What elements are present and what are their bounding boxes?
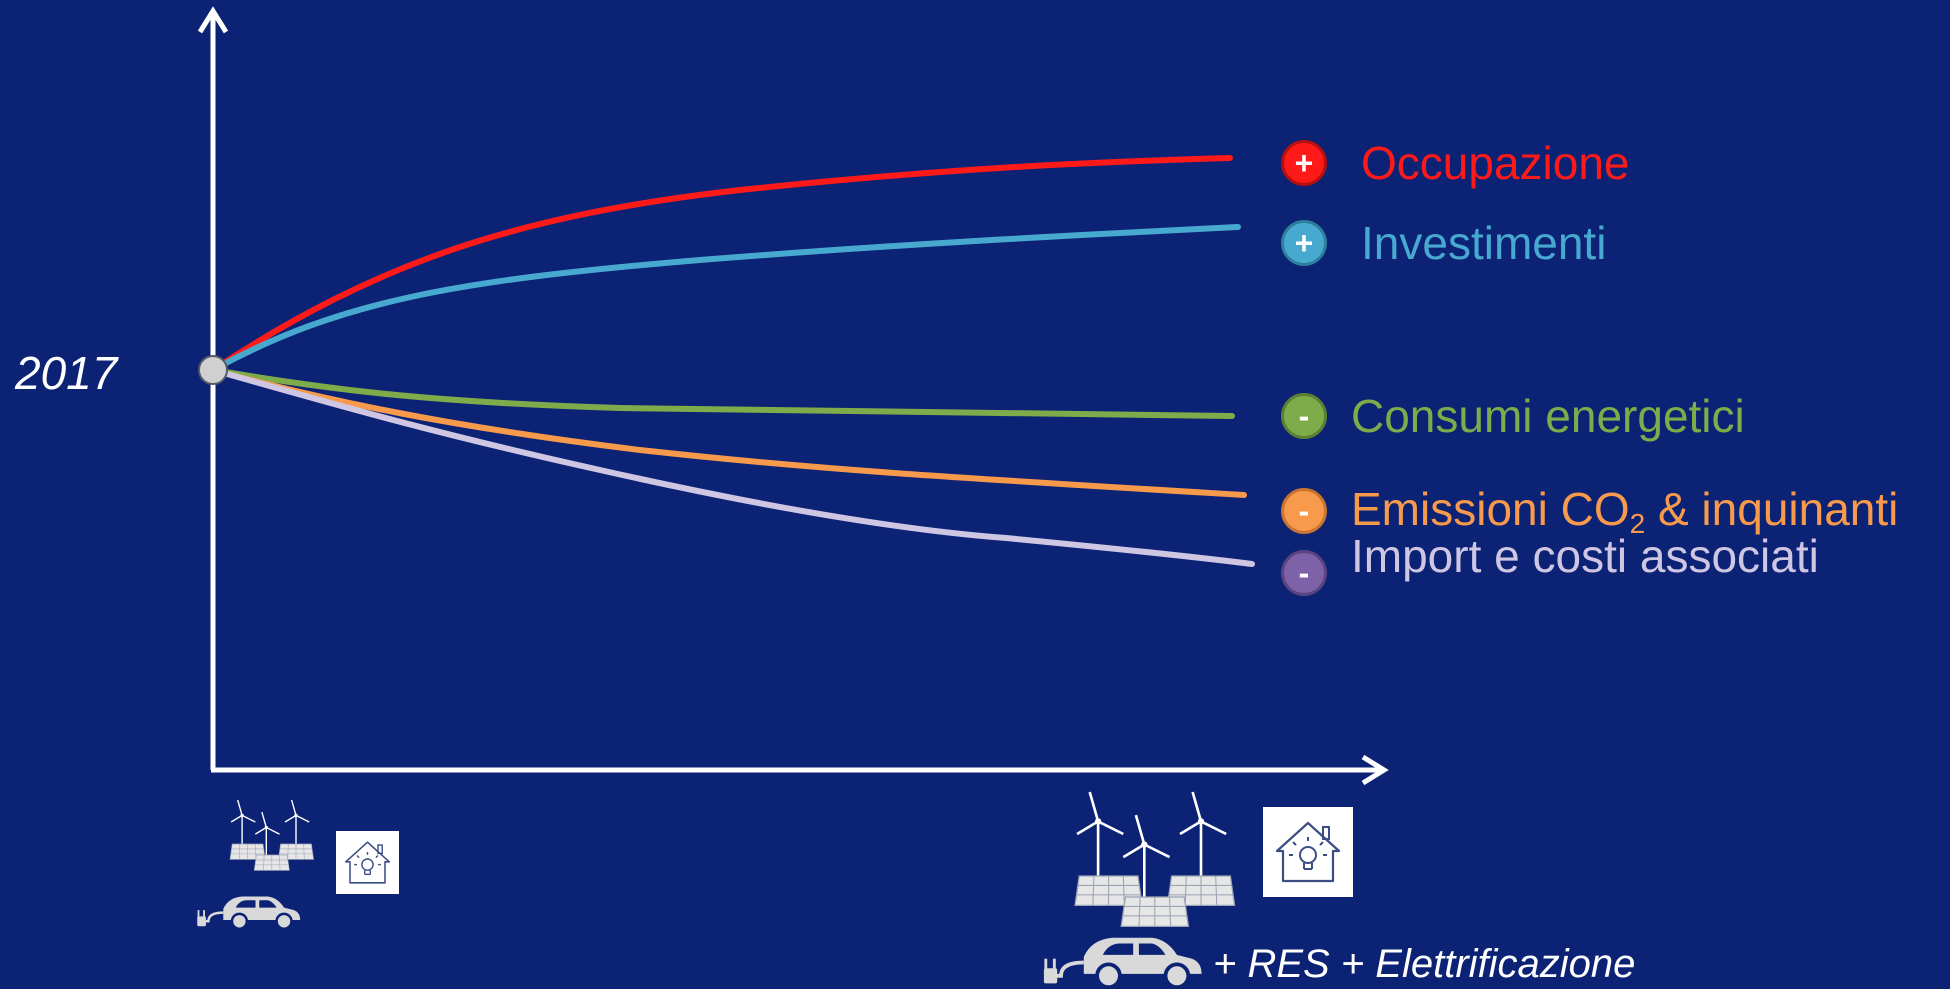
legend-investimenti: + Investimenti bbox=[1281, 216, 1606, 270]
year-label: 2017 bbox=[15, 347, 118, 399]
legend-occupazione: + Occupazione bbox=[1281, 136, 1630, 190]
curve-import bbox=[210, 367, 1255, 567]
curve-emissioni bbox=[210, 367, 1247, 498]
legend-label-consumi: Consumi energetici bbox=[1351, 390, 1745, 442]
minus-badge-icon: - bbox=[1281, 488, 1327, 534]
legend-label-emissioni-sub: 2 bbox=[1629, 508, 1646, 539]
curve-occupazione bbox=[210, 155, 1233, 373]
legend-label-occupazione: Occupazione bbox=[1361, 137, 1630, 189]
legend-emissioni: - Emissioni CO2 & inquinanti bbox=[1281, 482, 1898, 540]
origin-point bbox=[198, 355, 228, 385]
y-axis-arrowhead bbox=[197, 6, 229, 34]
legend-label-emissioni-pre: Emissioni CO bbox=[1351, 483, 1630, 535]
house-lightbulb-icon bbox=[335, 830, 400, 895]
legend-label-investimenti: Investimenti bbox=[1361, 217, 1607, 269]
minus-badge-icon: - bbox=[1281, 393, 1327, 439]
legend-consumi: - Consumi energetici bbox=[1281, 389, 1745, 443]
wind-solar-icon bbox=[230, 800, 314, 870]
legend-label-import: Import e costi associati bbox=[1351, 530, 1819, 582]
curve-investimenti bbox=[210, 224, 1241, 373]
electric-car-icon bbox=[196, 895, 302, 930]
legend-label-emissioni-post: & inquinanti bbox=[1645, 483, 1899, 535]
minus-badge-icon: - bbox=[1281, 550, 1327, 596]
plus-badge-icon: + bbox=[1281, 140, 1327, 186]
plus-badge-icon: + bbox=[1281, 220, 1327, 266]
legend-import: - Import e costi associati bbox=[1281, 530, 1819, 596]
electric-car-icon-large bbox=[1042, 935, 1204, 989]
curve-consumi bbox=[210, 367, 1235, 419]
x-axis-arrowhead bbox=[1361, 754, 1389, 786]
footer-label: + RES + Elettrificazione bbox=[1213, 942, 1636, 986]
legend-label-emissioni: Emissioni CO2 & inquinanti bbox=[1351, 482, 1898, 540]
house-lightbulb-icon-large bbox=[1261, 805, 1355, 899]
wind-solar-icon-large bbox=[1075, 792, 1235, 926]
